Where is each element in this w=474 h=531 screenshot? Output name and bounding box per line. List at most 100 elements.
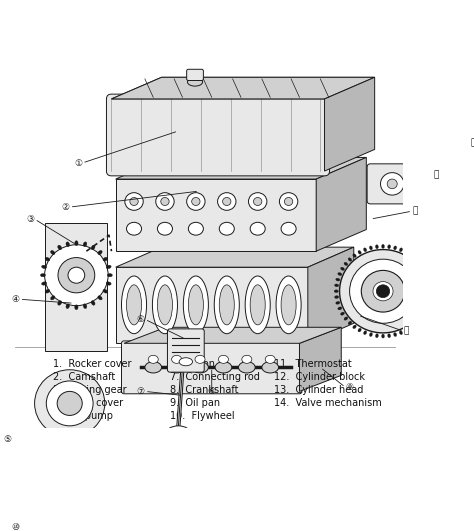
Ellipse shape <box>431 154 443 158</box>
Ellipse shape <box>127 285 142 325</box>
Ellipse shape <box>238 362 255 373</box>
Ellipse shape <box>107 273 112 277</box>
FancyBboxPatch shape <box>121 341 302 394</box>
Circle shape <box>35 370 105 437</box>
Text: ⑭: ⑭ <box>471 139 474 148</box>
Ellipse shape <box>431 210 443 214</box>
Ellipse shape <box>182 160 198 169</box>
Ellipse shape <box>219 222 234 235</box>
Ellipse shape <box>51 251 55 254</box>
Polygon shape <box>300 327 341 391</box>
Ellipse shape <box>103 289 108 293</box>
Ellipse shape <box>335 284 339 287</box>
Ellipse shape <box>218 193 236 210</box>
Ellipse shape <box>183 276 209 333</box>
Ellipse shape <box>428 284 431 287</box>
Ellipse shape <box>336 278 340 281</box>
Polygon shape <box>116 179 316 251</box>
Circle shape <box>46 381 93 426</box>
Ellipse shape <box>103 258 108 261</box>
Ellipse shape <box>393 332 397 337</box>
Ellipse shape <box>188 78 202 86</box>
Ellipse shape <box>279 193 298 210</box>
Ellipse shape <box>66 304 70 309</box>
Text: ⑥: ⑥ <box>137 315 145 324</box>
Ellipse shape <box>188 285 203 325</box>
Circle shape <box>350 259 417 323</box>
Circle shape <box>58 476 82 499</box>
Ellipse shape <box>40 273 46 277</box>
Ellipse shape <box>275 160 290 169</box>
Ellipse shape <box>248 193 267 210</box>
Ellipse shape <box>428 290 432 293</box>
Ellipse shape <box>431 226 444 231</box>
Ellipse shape <box>91 245 95 250</box>
Ellipse shape <box>223 198 231 205</box>
Ellipse shape <box>353 254 356 258</box>
Ellipse shape <box>58 301 62 305</box>
Polygon shape <box>316 157 366 251</box>
Ellipse shape <box>250 222 265 235</box>
Ellipse shape <box>369 332 373 337</box>
Ellipse shape <box>172 430 185 438</box>
Text: ⑨: ⑨ <box>346 383 354 392</box>
Text: 12.  Cylinder block: 12. Cylinder block <box>274 372 365 382</box>
Circle shape <box>58 258 95 293</box>
Ellipse shape <box>440 67 448 74</box>
Ellipse shape <box>188 222 203 235</box>
Ellipse shape <box>421 312 426 315</box>
Ellipse shape <box>431 170 444 175</box>
Text: ①: ① <box>74 159 82 167</box>
Ellipse shape <box>338 272 342 276</box>
Ellipse shape <box>191 198 200 205</box>
Ellipse shape <box>431 182 443 186</box>
Ellipse shape <box>106 266 111 269</box>
Ellipse shape <box>254 198 262 205</box>
Ellipse shape <box>168 362 185 373</box>
Polygon shape <box>45 223 107 352</box>
Text: ⑧: ⑧ <box>208 387 216 396</box>
Ellipse shape <box>191 362 209 373</box>
Ellipse shape <box>428 296 431 298</box>
Ellipse shape <box>125 193 143 210</box>
Ellipse shape <box>281 222 296 235</box>
Ellipse shape <box>281 285 296 325</box>
Ellipse shape <box>388 245 391 249</box>
Ellipse shape <box>426 302 430 304</box>
Ellipse shape <box>213 160 228 169</box>
Text: ⑬: ⑬ <box>412 207 418 216</box>
Ellipse shape <box>400 248 402 252</box>
Text: ⑫: ⑫ <box>404 327 409 336</box>
Ellipse shape <box>431 254 444 259</box>
Ellipse shape <box>156 193 174 210</box>
Ellipse shape <box>262 362 279 373</box>
Ellipse shape <box>219 355 228 363</box>
Text: 7.  Connecting rod: 7. Connecting rod <box>170 372 260 382</box>
Ellipse shape <box>375 333 378 338</box>
Ellipse shape <box>214 276 239 333</box>
Circle shape <box>45 245 108 306</box>
Ellipse shape <box>51 296 55 300</box>
Ellipse shape <box>418 317 422 320</box>
Ellipse shape <box>421 267 426 270</box>
Ellipse shape <box>98 296 102 300</box>
Text: 13.  Cylinder head: 13. Cylinder head <box>274 385 364 395</box>
Ellipse shape <box>393 246 397 250</box>
Ellipse shape <box>338 307 342 310</box>
Ellipse shape <box>58 245 62 250</box>
FancyBboxPatch shape <box>367 164 417 204</box>
Ellipse shape <box>161 198 169 205</box>
Ellipse shape <box>42 282 46 285</box>
Text: 3.  Timing gear: 3. Timing gear <box>53 385 127 395</box>
Ellipse shape <box>45 289 50 293</box>
Ellipse shape <box>242 355 252 363</box>
Ellipse shape <box>42 266 46 269</box>
Ellipse shape <box>431 198 444 203</box>
Ellipse shape <box>405 251 408 254</box>
Ellipse shape <box>179 358 192 366</box>
Ellipse shape <box>424 307 428 310</box>
Ellipse shape <box>276 276 301 333</box>
FancyBboxPatch shape <box>167 329 204 372</box>
Circle shape <box>57 391 82 415</box>
Ellipse shape <box>382 334 384 338</box>
